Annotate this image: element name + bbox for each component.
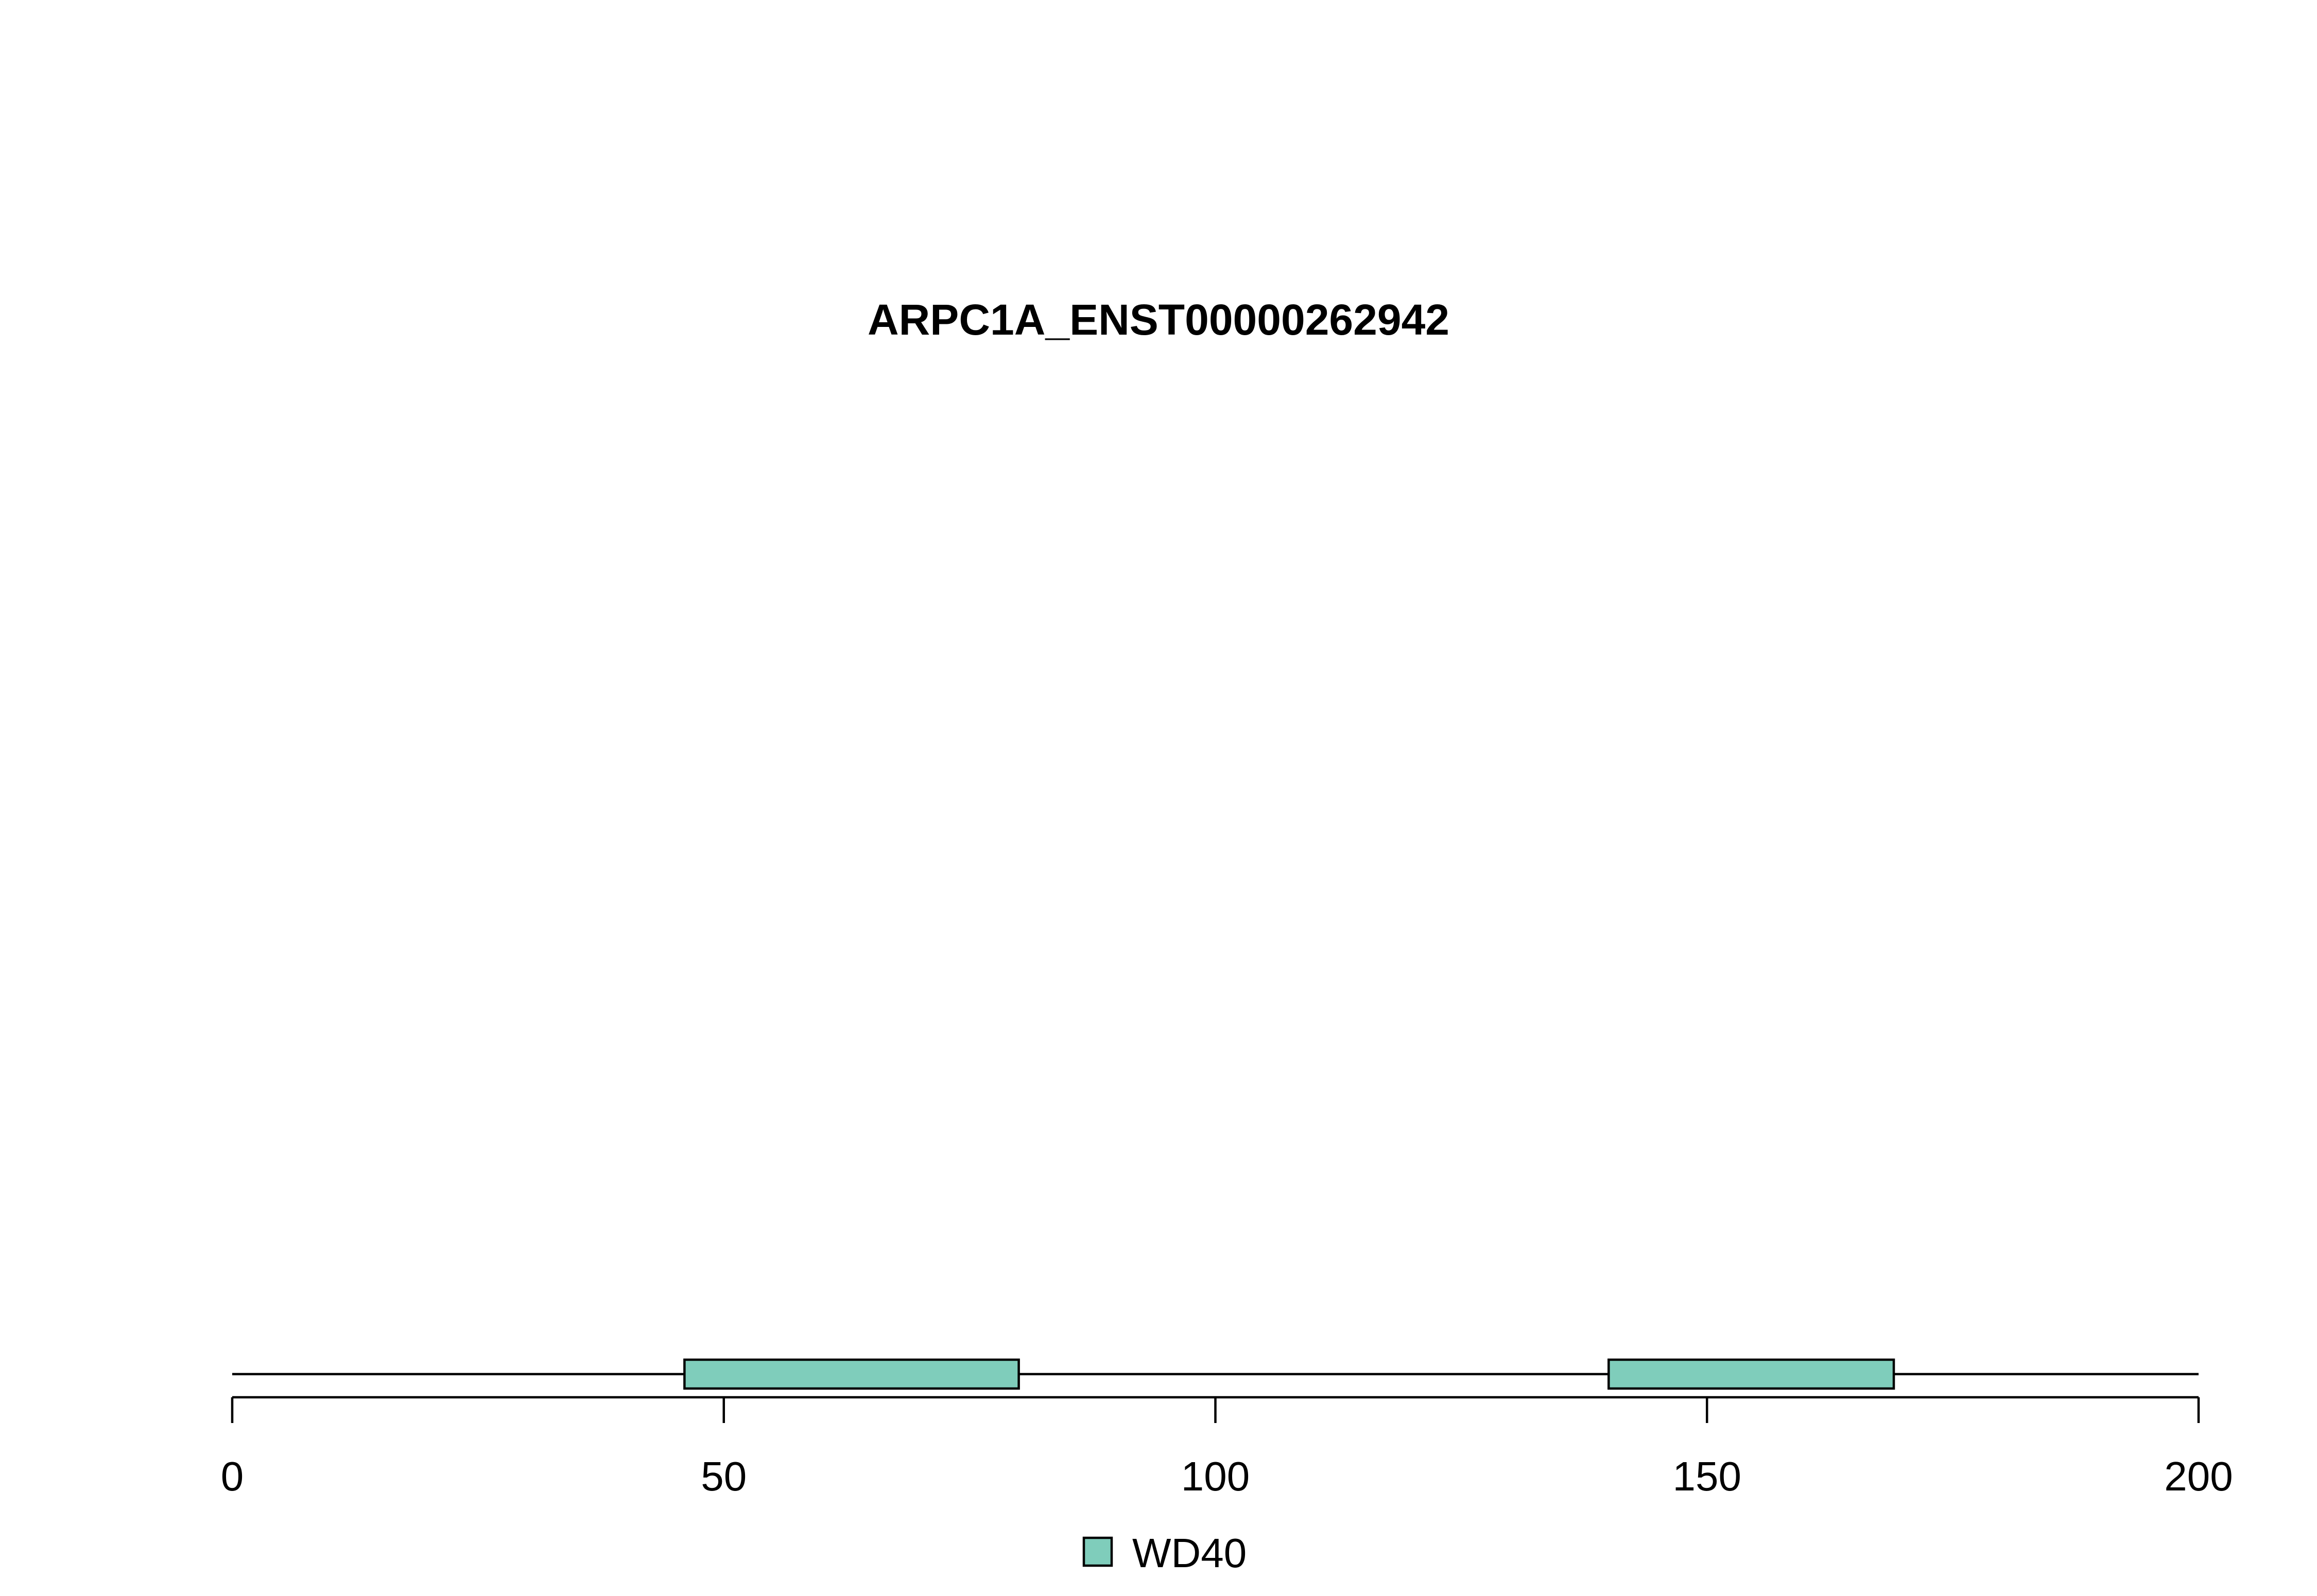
legend-swatch-wd40 — [1082, 1536, 1113, 1567]
x-tick-label-100: 100 — [1181, 1453, 1250, 1499]
legend: WD40 — [1082, 1530, 1247, 1576]
chart-title: ARPC1A_ENST00000262942 — [868, 296, 1449, 344]
x-tick-label-200: 200 — [2164, 1453, 2233, 1499]
domain-bar-2 — [1607, 1358, 1895, 1390]
x-axis: 0 50 100 150 200 — [221, 1396, 2233, 1499]
x-tick-label-150: 150 — [1673, 1453, 1741, 1499]
domain-bar-1 — [683, 1358, 1020, 1390]
x-tick-label-0: 0 — [221, 1453, 244, 1499]
legend-label-wd40: WD40 — [1132, 1530, 1247, 1576]
x-tick-label-50: 50 — [701, 1453, 747, 1499]
domain-layer — [683, 1358, 1895, 1390]
